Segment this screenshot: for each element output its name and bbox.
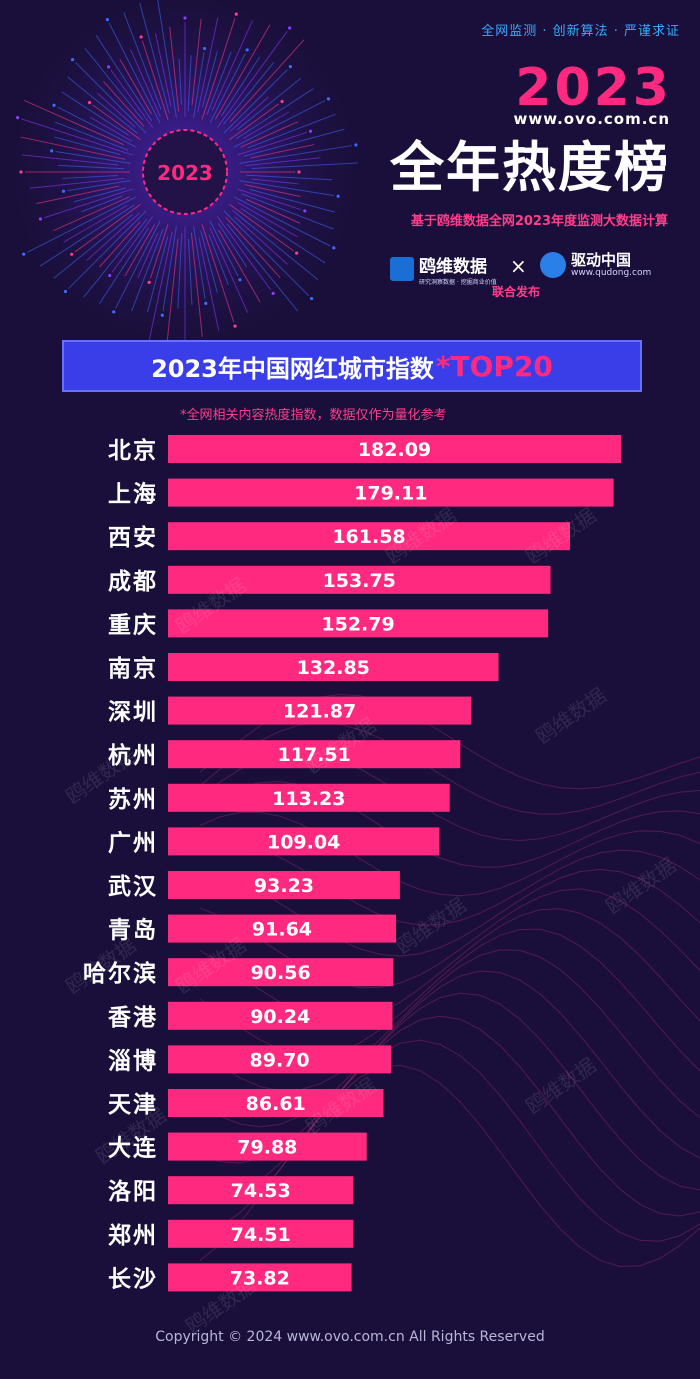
bar-category-label: 郑州 (108, 1223, 158, 1249)
bar-value-label: 79.88 (237, 1137, 297, 1159)
chart-title-banner: 2023年中国网红城市指数 *TOP20 (62, 340, 642, 392)
bar (168, 914, 396, 943)
bar-category-label: 重庆 (108, 611, 158, 638)
cross-icon: × (510, 254, 527, 278)
chart-note: *全网相关内容热度指数，数据仅作为量化参考 (180, 408, 447, 423)
starburst-decoration (16, 0, 358, 348)
year-badge: 2023 (142, 129, 228, 215)
subtitle: 基于鸥维数据全网2023年度监测大数据计算 (410, 214, 668, 229)
bar (168, 1001, 393, 1030)
bar-category-label: 上海 (108, 481, 158, 508)
bar (168, 1045, 392, 1074)
site-url: www.ovo.com.cn (513, 110, 670, 128)
bar (168, 871, 400, 899)
bar-value-label: 109.04 (267, 831, 340, 853)
bar-value-label: 90.56 (251, 962, 311, 984)
bar-category-label: 广州 (108, 829, 158, 856)
bar-value-label: 182.09 (358, 439, 431, 461)
bar-category-label: 淄博 (108, 1047, 158, 1074)
chart-title-suffix: *TOP20 (435, 349, 553, 383)
qudong-logo-url: www.qudong.com (571, 267, 652, 278)
main-title: 全年热度榜 (390, 136, 670, 199)
bar (168, 478, 614, 507)
bar-category-label: 香港 (108, 1005, 158, 1031)
bar (168, 522, 570, 551)
bar-category-label: 西安 (108, 524, 158, 551)
footer-copyright: Copyright © 2024 www.ovo.com.cn All Righ… (155, 1329, 545, 1345)
bar-category-label: 杭州 (108, 742, 158, 769)
qudong-logo: 驱动中国 www.qudong.com (540, 252, 651, 278)
bar-value-label: 86.61 (246, 1093, 306, 1115)
bar-category-label: 苏州 (108, 787, 158, 813)
bar-value-label: 121.87 (283, 701, 356, 723)
bar (168, 696, 472, 725)
bar-category-label: 青岛 (108, 917, 158, 944)
bar-value-label: 132.85 (297, 657, 370, 679)
ovo-logo: 鸥维数据 研究洞察数据 · 挖掘商业价值 (390, 252, 497, 286)
bar (168, 1089, 384, 1117)
bar-value-label: 179.11 (354, 483, 427, 505)
bar (168, 609, 549, 638)
bar (168, 740, 461, 769)
qudong-logo-text: 驱动中国 (571, 250, 632, 269)
bar-value-label: 89.70 (250, 1049, 310, 1071)
bar-value-label: 153.75 (323, 570, 396, 592)
bar (168, 565, 551, 594)
bar-category-label: 天津 (108, 1091, 158, 1118)
bar (168, 1132, 367, 1161)
ovo-logo-text: 鸥维数据 (419, 257, 487, 277)
bar-category-label: 武汉 (108, 874, 158, 900)
bar-category-label: 长沙 (108, 1266, 158, 1292)
bar-value-label: 113.23 (272, 788, 345, 810)
joint-release: 联合发布 (492, 285, 541, 299)
bar-value-label: 152.79 (321, 613, 394, 635)
ovo-logo-small: 研究洞察数据 · 挖掘商业价值 (419, 279, 497, 286)
bar-category-label: 大连 (108, 1135, 158, 1162)
bar-category-label: 哈尔滨 (83, 960, 158, 987)
bar-category-label: 成都 (108, 569, 158, 595)
chart-title: 2023年中国网红城市指数 (151, 354, 434, 383)
bar-value-label: 74.51 (231, 1224, 291, 1246)
qudong-logo-icon (540, 252, 566, 278)
bar-value-label: 91.64 (252, 919, 312, 941)
bar (168, 1263, 352, 1292)
bar-category-label: 深圳 (108, 700, 158, 726)
bar-category-label: 洛阳 (108, 1178, 158, 1205)
bar (168, 827, 440, 856)
tagline: 全网监测 · 创新算法 · 严谨求证 (481, 24, 680, 39)
bar (168, 1219, 354, 1248)
bar (168, 435, 621, 463)
bar (168, 1176, 354, 1205)
bar-category-label: 北京 (108, 437, 158, 464)
year-heading: 2023 (515, 58, 672, 118)
bar-value-label: 74.53 (231, 1180, 291, 1202)
bar-category-label: 南京 (108, 655, 158, 682)
bar (168, 653, 499, 681)
bar-value-label: 117.51 (278, 744, 351, 766)
year-badge-text: 2023 (157, 161, 213, 185)
bar (168, 958, 394, 987)
bar-value-label: 73.82 (230, 1267, 290, 1289)
bar-value-label: 90.24 (250, 1006, 310, 1028)
bar-value-label: 93.23 (254, 875, 314, 897)
bar-value-label: 161.58 (332, 526, 405, 548)
bar (168, 783, 450, 812)
bar-chart: 北京 182.09 上海 179.11 西安 161.58 成都 153.75 重庆 152.79… (83, 435, 621, 1292)
ovo-logo-icon (390, 257, 414, 281)
